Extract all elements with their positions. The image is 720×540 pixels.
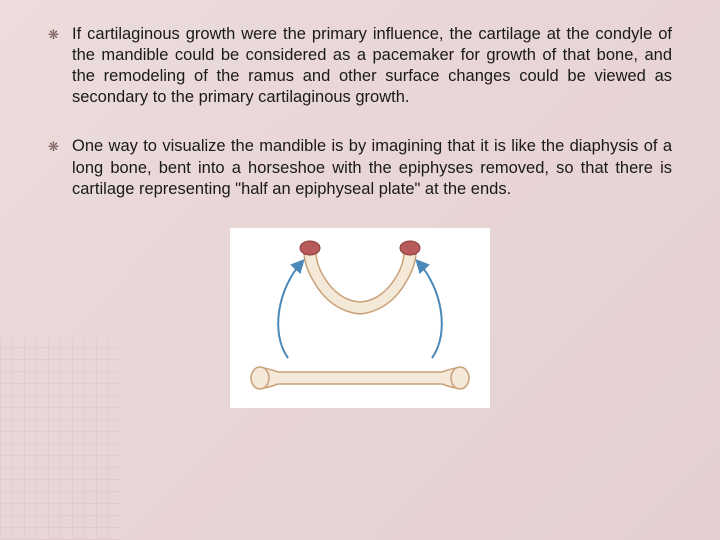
mandible-longbone-diagram xyxy=(230,228,490,408)
arrow-right xyxy=(418,262,442,358)
long-bone xyxy=(254,368,466,388)
arrow-left xyxy=(278,262,302,358)
figure-container xyxy=(48,228,672,408)
mandible-bone xyxy=(304,252,416,314)
bullet-item: ❋ One way to visualize the mandible is b… xyxy=(48,136,672,199)
bullet-marker-icon: ❋ xyxy=(48,24,72,45)
paragraph-text: One way to visualize the mandible is by … xyxy=(72,136,672,199)
paragraph-text: If cartilaginous growth were the primary… xyxy=(72,24,672,108)
bullet-marker-icon: ❋ xyxy=(48,136,72,157)
bullet-item: ❋ If cartilaginous growth were the prima… xyxy=(48,24,672,108)
background-texture xyxy=(0,340,120,540)
diagram-svg xyxy=(230,228,490,408)
